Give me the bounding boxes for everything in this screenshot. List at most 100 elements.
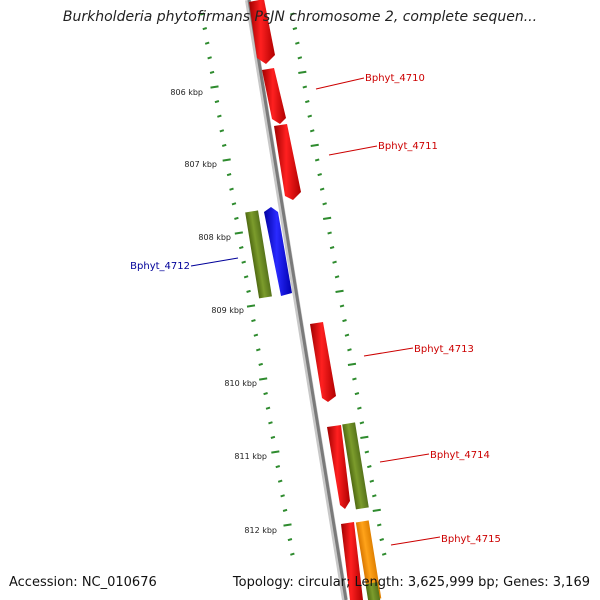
ruler-major-tick <box>234 231 243 235</box>
gene-bphyt-4715[interactable] <box>341 522 363 600</box>
ruler-major-tick <box>310 143 319 147</box>
gene-label[interactable]: Bphyt_4713 <box>414 344 474 355</box>
ruler-minor-tick <box>367 465 372 469</box>
gene-label[interactable]: Bphyt_4711 <box>378 141 438 152</box>
map-title: Burkholderia phytofirmans PsJN chromosom… <box>62 9 538 25</box>
ruler-minor-tick <box>327 231 332 235</box>
ruler-minor-tick <box>238 246 244 250</box>
ruler-minor-tick <box>371 494 377 498</box>
tick-label: 811 kbp <box>234 452 267 461</box>
cog-box-orange <box>355 520 382 600</box>
ruler-minor-tick <box>214 100 220 104</box>
ruler-major-tick <box>246 304 256 308</box>
ruler-inner-ticks <box>200 12 295 556</box>
ruler-minor-tick <box>246 289 251 293</box>
ruler-major-tick <box>335 289 344 293</box>
ruler-minor-tick <box>347 348 352 352</box>
gene-label[interactable]: Bphyt_4714 <box>430 450 490 461</box>
ruler-minor-tick <box>253 333 259 337</box>
ruler-major-tick <box>283 523 292 527</box>
ruler-minor-tick <box>256 348 261 352</box>
gene-bphyt-4712[interactable] <box>264 207 292 296</box>
gene-label[interactable]: Bphyt_4710 <box>365 73 425 84</box>
ruler-minor-tick <box>207 56 212 60</box>
ruler-minor-tick <box>314 158 320 162</box>
ruler-minor-tick <box>277 479 283 483</box>
ruler-major-tick <box>271 450 280 454</box>
gene-bphyt-4713[interactable] <box>310 322 336 402</box>
ruler-minor-tick <box>265 406 271 410</box>
ruler-minor-tick <box>217 114 222 118</box>
ruler-minor-tick <box>268 421 273 425</box>
ruler-major-tick <box>210 85 219 89</box>
ruler-minor-tick <box>339 304 345 308</box>
ruler-major-tick <box>222 158 231 162</box>
ruler-major-tick <box>259 377 268 381</box>
cog-box-green <box>365 582 381 600</box>
ruler-minor-tick <box>290 12 295 16</box>
ruler-major-tick <box>360 435 369 439</box>
gene-label[interactable]: Bphyt_4712 <box>130 261 190 272</box>
tick-label: 810 kbp <box>224 379 257 388</box>
tick-label: 808 kbp <box>198 233 231 242</box>
ruler-minor-tick <box>304 100 310 104</box>
leader-line <box>315 77 365 90</box>
chromosome-backbone-core <box>247 0 348 600</box>
ruler-minor-tick <box>379 538 385 542</box>
ruler-minor-tick <box>381 552 387 556</box>
cog-box-green <box>342 422 369 510</box>
ruler-minor-tick <box>275 465 281 469</box>
ruler-minor-tick <box>364 450 370 454</box>
gene-bphyt-4709[interactable] <box>249 0 275 64</box>
leader-line <box>390 536 441 546</box>
leader-line <box>190 257 239 267</box>
gene-bphyt-4714[interactable] <box>327 425 350 509</box>
leader-line <box>379 453 430 463</box>
ruler-minor-tick <box>309 129 315 133</box>
gene-bphyt-4710[interactable] <box>262 68 286 124</box>
ruler-minor-tick <box>357 406 362 410</box>
ruler-minor-tick <box>354 392 360 396</box>
ruler-minor-tick <box>334 275 340 279</box>
ruler-major-tick <box>322 216 332 220</box>
ruler-minor-tick <box>342 319 347 323</box>
ruler-major-tick <box>372 508 381 512</box>
gene-bphyt-4711[interactable] <box>274 124 301 200</box>
ruler-major-tick <box>298 70 307 74</box>
ruler-minor-tick <box>302 85 308 89</box>
ruler-minor-tick <box>319 187 325 191</box>
gene-label[interactable]: Bphyt_4715 <box>441 534 501 545</box>
ruler-minor-tick <box>329 246 335 250</box>
ruler-minor-tick <box>221 143 227 147</box>
ruler-minor-tick <box>317 173 322 177</box>
ruler-major-tick <box>347 362 357 366</box>
ruler-minor-tick <box>251 319 256 323</box>
ruler-minor-tick <box>226 173 232 177</box>
ruler-minor-tick <box>376 523 382 527</box>
ruler-minor-tick <box>234 216 239 220</box>
ruler-minor-tick <box>200 12 205 16</box>
tick-label: 806 kbp <box>170 88 203 97</box>
ruler-minor-tick <box>352 377 357 381</box>
ruler-minor-tick <box>202 27 208 31</box>
ruler-minor-tick <box>295 41 300 45</box>
ruler-minor-tick <box>270 435 276 439</box>
ruler-minor-tick <box>332 260 337 264</box>
accession-text: Accession: NC_010676 <box>9 575 157 590</box>
summary-text: Topology: circular; Length: 3,625,999 bp… <box>232 575 590 590</box>
ruler-outer-ticks <box>290 12 387 556</box>
ruler-minor-tick <box>290 552 295 556</box>
ruler-minor-tick <box>231 202 237 206</box>
ruler-minor-tick <box>369 479 375 483</box>
ruler-minor-tick <box>344 333 350 337</box>
cog-box-green <box>245 210 272 299</box>
ruler-minor-tick <box>263 392 268 396</box>
ruler-minor-tick <box>297 56 303 60</box>
ruler-minor-tick <box>292 27 298 31</box>
ruler-minor-tick <box>307 114 313 118</box>
ruler-minor-tick <box>359 421 365 425</box>
ruler-minor-tick <box>322 202 327 206</box>
ruler-minor-tick <box>209 70 215 74</box>
tick-label: 809 kbp <box>211 306 244 315</box>
ruler-minor-tick <box>282 508 288 512</box>
